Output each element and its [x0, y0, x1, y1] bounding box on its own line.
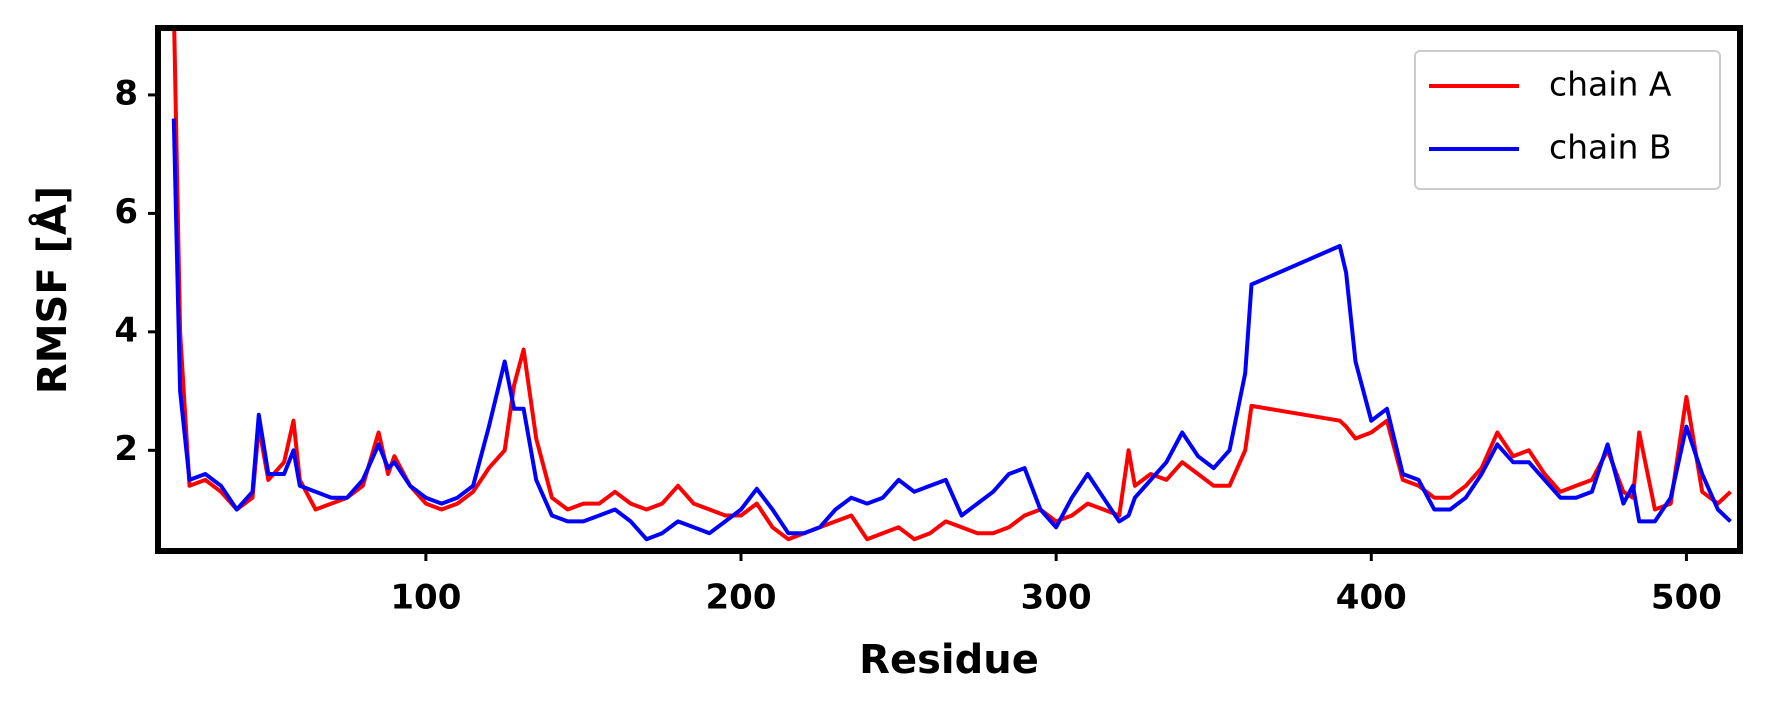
x-tick-label: 200: [706, 578, 777, 618]
y-axis-label: RMSF [Å]: [27, 186, 76, 394]
data-line: [172, 28, 1732, 542]
x-tick-label: 500: [1651, 578, 1722, 618]
x-axis-label: Residue: [859, 637, 1039, 683]
plot-frame: [155, 25, 1743, 554]
data-line: [171, 118, 1732, 542]
y-tick-label: 2: [114, 429, 138, 469]
legend-label: chain A: [1549, 65, 1672, 104]
legend: chain A chain B: [1414, 50, 1721, 190]
plot-area: [171, 28, 1732, 542]
x-tick-label: 100: [390, 578, 461, 618]
x-tick-label: 400: [1336, 578, 1407, 618]
y-tick-label: 8: [114, 73, 138, 113]
y-tick-label: 4: [114, 310, 138, 350]
x-tick-label: 300: [1021, 578, 1092, 618]
legend-label: chain B: [1549, 128, 1672, 167]
y-tick-label: 6: [114, 192, 138, 232]
